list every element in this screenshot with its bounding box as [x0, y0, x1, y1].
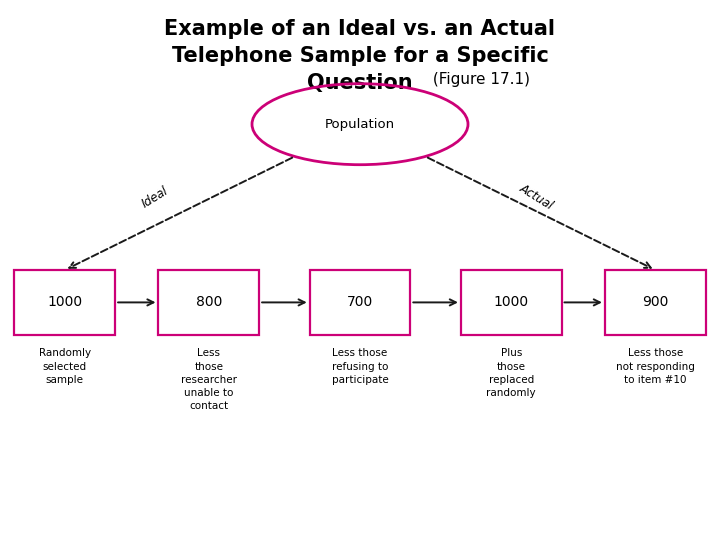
Text: 800: 800 [196, 295, 222, 309]
Text: 700: 700 [347, 295, 373, 309]
Text: Population: Population [325, 118, 395, 131]
Text: Plus
those
replaced
randomly: Plus those replaced randomly [487, 348, 536, 398]
Text: Example of an Ideal vs. an Actual: Example of an Ideal vs. an Actual [164, 19, 556, 39]
Text: Less
those
researcher
unable to
contact: Less those researcher unable to contact [181, 348, 237, 411]
Text: Telephone Sample for a Specific: Telephone Sample for a Specific [171, 46, 549, 66]
FancyBboxPatch shape [461, 270, 562, 335]
Text: Question: Question [307, 73, 413, 93]
Text: 900: 900 [642, 295, 668, 309]
Text: 1000: 1000 [48, 295, 82, 309]
Text: 1000: 1000 [494, 295, 528, 309]
FancyBboxPatch shape [158, 270, 259, 335]
Text: (Figure 17.1): (Figure 17.1) [428, 72, 531, 87]
Text: Randomly
selected
sample: Randomly selected sample [39, 348, 91, 384]
Text: Less those
refusing to
participate: Less those refusing to participate [332, 348, 388, 384]
Text: Actual: Actual [517, 182, 556, 212]
Text: Ideal: Ideal [139, 184, 171, 210]
FancyBboxPatch shape [605, 270, 706, 335]
FancyBboxPatch shape [310, 270, 410, 335]
Text: Less those
not responding
to item #10: Less those not responding to item #10 [616, 348, 695, 384]
FancyBboxPatch shape [14, 270, 115, 335]
